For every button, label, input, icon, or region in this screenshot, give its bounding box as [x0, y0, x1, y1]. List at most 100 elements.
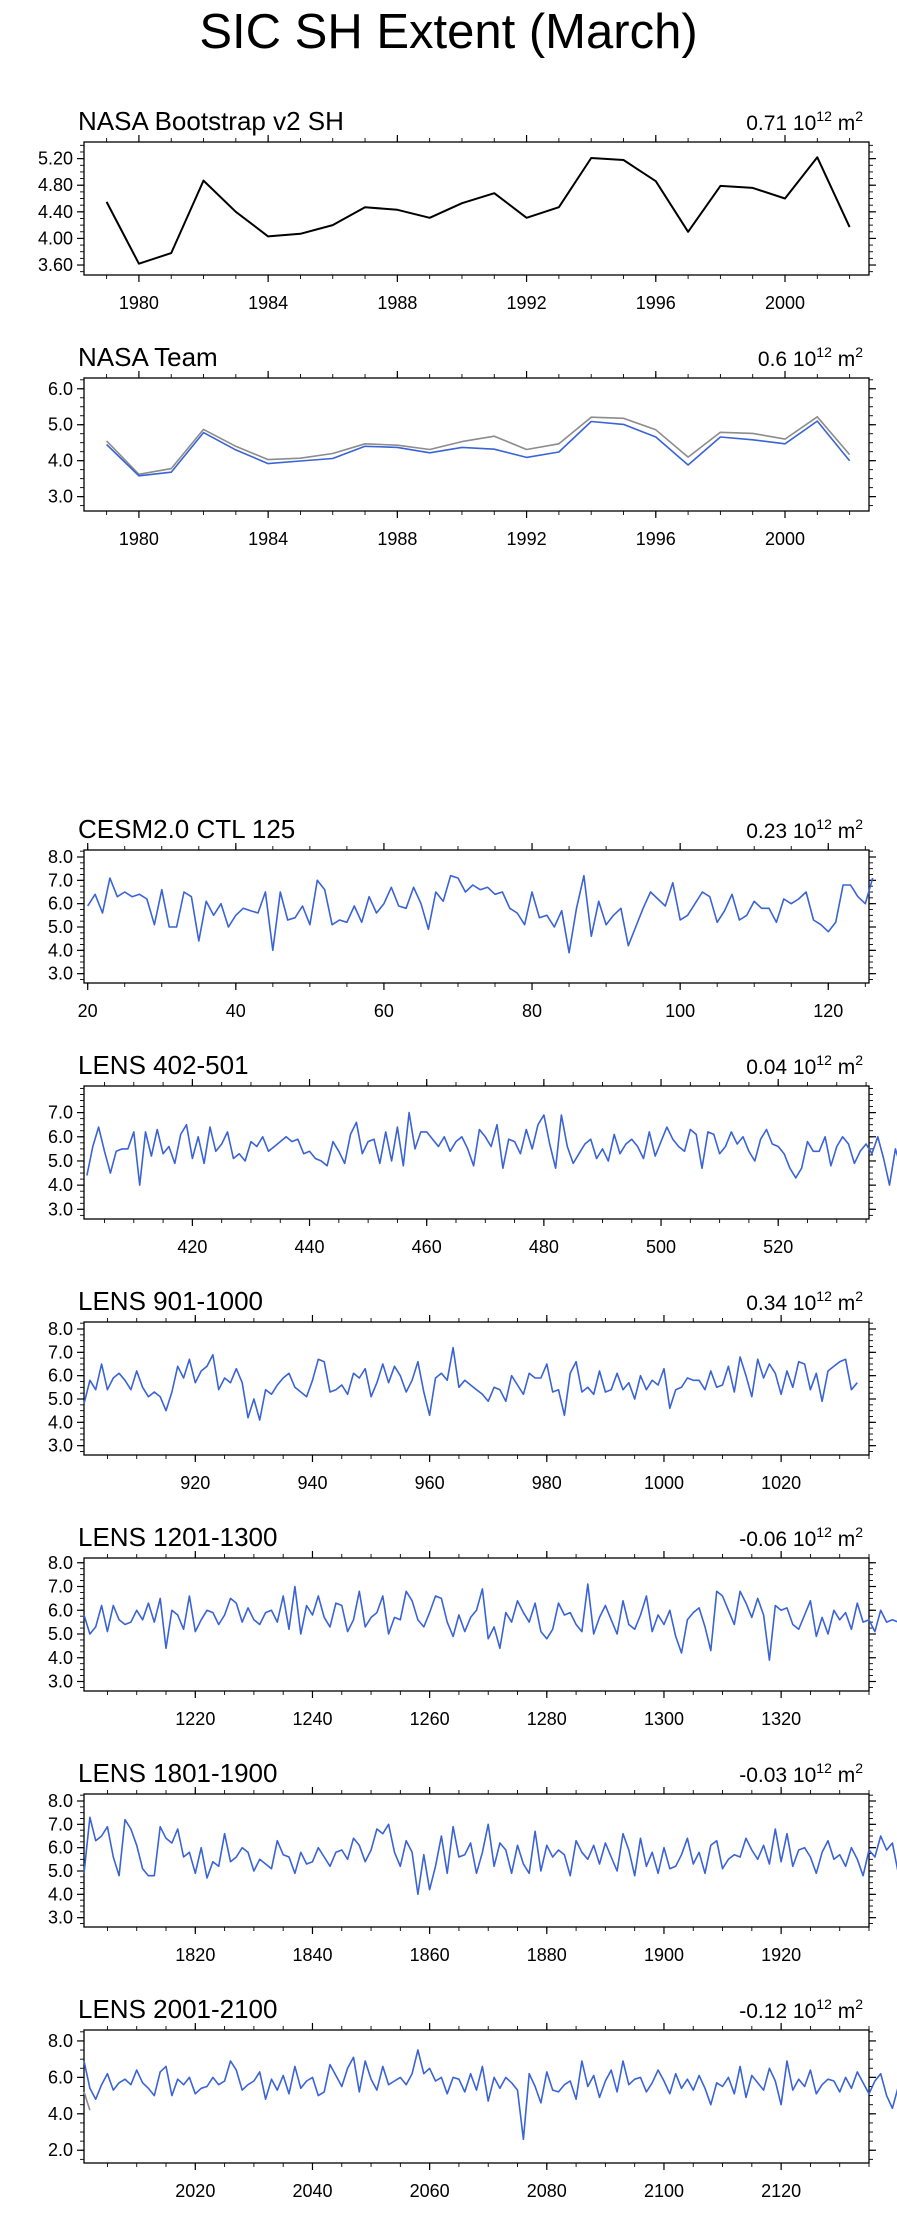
- x-tick-label: 100: [665, 1001, 695, 1021]
- y-tick-label: 7.0: [48, 1814, 73, 1834]
- panel-annotation: 0.6 1012 m2: [758, 344, 863, 371]
- series-line-reference: [106, 415, 851, 476]
- series-line-model: [83, 2049, 897, 2141]
- x-tick-label: 1992: [507, 293, 547, 313]
- y-tick-label: 4.0: [48, 1884, 73, 1904]
- series-line-model: [86, 1111, 897, 1186]
- y-tick-label: 6.0: [48, 1838, 73, 1858]
- x-tick-label: 960: [415, 1473, 445, 1493]
- x-tick-label: 1900: [644, 1945, 684, 1965]
- x-tick-label: 2100: [644, 2181, 684, 2201]
- y-tick-label: 5.0: [48, 1861, 73, 1881]
- y-tick-label: 6.0: [48, 1600, 73, 1620]
- y-tick-label: 3.0: [48, 1908, 73, 1928]
- chart-panel: LENS 1201-1300 -0.06 1012 m2 3.0 4.0 5.0 6.0 7…: [48, 1522, 897, 1729]
- x-tick-label: 2040: [292, 2181, 332, 2201]
- y-tick-label: 3.0: [48, 487, 73, 507]
- y-tick-label: 6.0: [48, 2067, 73, 2087]
- plot-frame: [83, 2029, 870, 2164]
- x-tick-label: 940: [297, 1473, 327, 1493]
- panel-annotation: -0.03 1012 m2: [739, 1760, 863, 1787]
- y-tick-label: 6.0: [48, 894, 73, 914]
- chart-panel: LENS 2001-2100 -0.12 1012 m2 2.0 4.0 6.0 8.0 2…: [48, 1994, 897, 2201]
- x-tick-label: 980: [532, 1473, 562, 1493]
- plot-frame: [83, 1085, 870, 1220]
- x-tick-label: 2060: [410, 2181, 450, 2201]
- y-tick-label: 4.80: [38, 175, 73, 195]
- x-tick-label: 1220: [175, 1709, 215, 1729]
- y-tick-label: 4.0: [48, 451, 73, 471]
- y-tick-label: 7.0: [48, 1342, 73, 1362]
- x-tick-label: 1988: [377, 529, 417, 549]
- x-tick-label: 920: [180, 1473, 210, 1493]
- chart-panel: LENS 1801-1900 -0.03 1012 m2 3.0 4.0 5.0 6.0 7…: [48, 1758, 897, 1965]
- x-tick-label: 1300: [644, 1709, 684, 1729]
- y-tick-label: 8.0: [48, 1553, 73, 1573]
- panel-title: LENS 2001-2100: [78, 1994, 277, 2024]
- figure-title: SIC SH Extent (March): [199, 5, 698, 59]
- panel-title: LENS 402-501: [78, 1050, 249, 1080]
- panel-title: NASA Bootstrap v2 SH: [78, 106, 344, 136]
- x-tick-label: 120: [813, 1001, 843, 1021]
- chart-panel: NASA Team 0.6 1012 m2 3.0 4.0 5.0 6.0 1980 1984…: [48, 342, 876, 549]
- plot-frame: [83, 1557, 870, 1692]
- x-tick-label: 1320: [761, 1709, 801, 1729]
- y-tick-label: 3.0: [48, 1672, 73, 1692]
- x-tick-label: 1820: [175, 1945, 215, 1965]
- panel-annotation: -0.06 1012 m2: [739, 1524, 863, 1551]
- y-tick-label: 4.40: [38, 202, 73, 222]
- panel-title: LENS 1201-1300: [78, 1522, 277, 1552]
- y-tick-label: 4.0: [48, 940, 73, 960]
- y-tick-label: 4.0: [48, 2104, 73, 2124]
- y-tick-label: 3.0: [48, 1199, 73, 1219]
- x-tick-label: 460: [412, 1237, 442, 1257]
- series-line-model: [106, 420, 851, 477]
- x-tick-label: 1988: [377, 293, 417, 313]
- y-tick-label: 8.0: [48, 847, 73, 867]
- x-tick-label: 40: [226, 1001, 246, 1021]
- y-tick-label: 8.0: [48, 1791, 73, 1811]
- x-tick-label: 1996: [636, 293, 676, 313]
- plot-frame: [83, 1321, 870, 1456]
- panel-title: LENS 901-1000: [78, 1286, 263, 1316]
- chart-panel: NASA Bootstrap v2 SH 0.71 1012 m2 3.60 4.00…: [38, 106, 876, 313]
- x-tick-label: 520: [763, 1237, 793, 1257]
- x-tick-label: 420: [177, 1237, 207, 1257]
- x-tick-label: 1880: [527, 1945, 567, 1965]
- x-tick-label: 2080: [527, 2181, 567, 2201]
- x-tick-label: 2020: [175, 2181, 215, 2201]
- y-tick-label: 5.20: [38, 149, 73, 169]
- x-tick-label: 1840: [292, 1945, 332, 1965]
- x-tick-label: 500: [646, 1237, 676, 1257]
- series-line-reference: [83, 2091, 91, 2111]
- y-tick-label: 7.0: [48, 1577, 73, 1597]
- x-tick-label: 440: [295, 1237, 325, 1257]
- chart-panel: LENS 402-501 0.04 1012 m2 3.0 4.0 5.0 6.0 7.0 4…: [48, 1050, 897, 1257]
- y-tick-label: 3.60: [38, 255, 73, 275]
- series-line-model: [87, 874, 874, 954]
- x-tick-label: 1980: [119, 529, 159, 549]
- x-tick-label: 1240: [292, 1709, 332, 1729]
- x-tick-label: 1000: [644, 1473, 684, 1493]
- y-tick-label: 4.0: [48, 1175, 73, 1195]
- panel-annotation: 0.23 1012 m2: [746, 816, 863, 843]
- x-tick-label: 2000: [765, 293, 805, 313]
- panel-annotation: 0.04 1012 m2: [746, 1052, 863, 1079]
- plot-frame: [83, 377, 870, 512]
- panel-title: CESM2.0 CTL 125: [78, 814, 295, 844]
- x-tick-label: 480: [529, 1237, 559, 1257]
- panel-annotation: 0.34 1012 m2: [746, 1288, 863, 1315]
- x-tick-label: 1860: [410, 1945, 450, 1965]
- y-tick-label: 6.0: [48, 379, 73, 399]
- panel-annotation: 0.71 1012 m2: [746, 108, 863, 135]
- x-tick-label: 2000: [765, 529, 805, 549]
- y-tick-label: 4.0: [48, 1648, 73, 1668]
- y-tick-label: 3.0: [48, 1436, 73, 1456]
- y-tick-label: 5.0: [48, 1151, 73, 1171]
- panel-title: NASA Team: [78, 342, 218, 372]
- x-tick-label: 1280: [527, 1709, 567, 1729]
- y-tick-label: 6.0: [48, 1366, 73, 1386]
- series-line-observation: [105, 156, 851, 265]
- series-line-model: [83, 1346, 858, 1421]
